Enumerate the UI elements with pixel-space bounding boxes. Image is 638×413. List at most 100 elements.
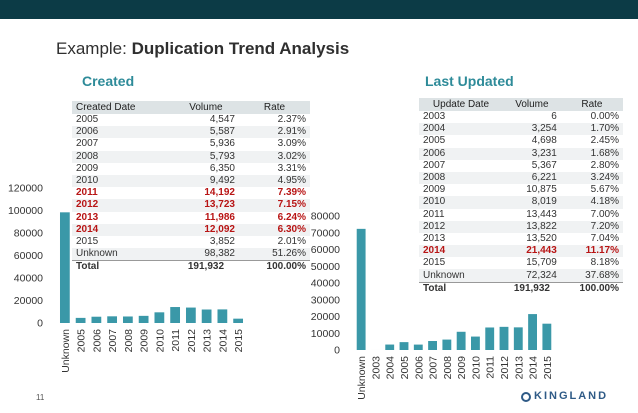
cell-label: 2011 xyxy=(423,208,445,220)
x-tick-label: 2003 xyxy=(370,356,382,380)
y-tick-label: 10000 xyxy=(311,328,340,340)
y-tick-label: 80000 xyxy=(311,211,340,223)
cell-label: Unknown xyxy=(419,269,503,283)
cell-volume: 13,723 xyxy=(172,199,239,212)
x-tick-label: 2014 xyxy=(528,356,540,380)
cell-volume: 4,547 xyxy=(209,114,235,126)
cell-volume: 9,492 xyxy=(172,174,239,188)
cell-rate: 7.15% xyxy=(238,199,310,212)
x-tick-label: 2008 xyxy=(123,329,135,353)
table-row: Unknown 98,382 51.26% xyxy=(72,248,310,261)
cell-rate: 51.26% xyxy=(238,248,310,261)
y-tick-label: 40000 xyxy=(14,273,43,285)
bar xyxy=(185,307,196,323)
y-tick-label: 20000 xyxy=(311,311,340,323)
bar xyxy=(542,323,552,350)
table-row: 2010 8,019 4.18% xyxy=(419,196,623,209)
cell-volume: 6,221 xyxy=(503,171,561,185)
created-bar-chart: 0 20000 40000 60000 80000 100000 120000 Unknown… xyxy=(8,183,245,373)
y-tick-label: 70000 xyxy=(311,227,340,239)
cell-label: 2006 xyxy=(72,126,173,139)
y-tick-label: 120000 xyxy=(8,183,43,195)
cell-volume: 5,936 xyxy=(209,138,235,150)
cell-label: 2007 xyxy=(76,138,99,150)
table-row: 2003 6 0.00% xyxy=(419,111,623,123)
table-header-row: Created Date Volume Rate xyxy=(72,101,310,114)
x-tick-label: 2006 xyxy=(91,329,103,353)
cell-volume: 13,520 xyxy=(526,232,557,244)
bar xyxy=(170,307,181,323)
cell-rate: 7.39% xyxy=(277,187,306,199)
cell-volume: 14,192 xyxy=(204,187,235,199)
cell-volume: 5,793 xyxy=(172,150,239,163)
x-tick-label: 2015 xyxy=(542,356,554,380)
cell-rate: 2.80% xyxy=(590,159,619,171)
cell-rate: 0.00% xyxy=(590,111,619,123)
table-row: 2007 5,367 2.80% xyxy=(419,160,623,172)
x-tick-label: 2010 xyxy=(470,356,482,380)
table-row: 2006 5,587 2.91% xyxy=(72,126,310,139)
x-tick-label: 2007 xyxy=(428,356,440,380)
y-tick-label: 20000 xyxy=(14,295,43,307)
cell-rate: 3.09% xyxy=(277,138,306,150)
bar xyxy=(456,331,466,350)
table-row: Unknown 72,324 37.68% xyxy=(419,269,623,283)
x-tick-label: 2014 xyxy=(217,329,229,353)
table-row: 2015 15,709 8.18% xyxy=(419,257,623,269)
table-row: 2008 6,221 3.24% xyxy=(419,171,623,185)
last-updated-table: Update Date Volume Rate 2003 6 0.00% 2004 3,… xyxy=(419,98,623,295)
slide-title: Example: Duplication Trend Analysis xyxy=(56,39,349,59)
cell-volume: 3,254 xyxy=(503,123,561,136)
x-tick-label: Unknown xyxy=(60,329,72,373)
cell-label: 2009 xyxy=(76,162,99,174)
y-tick-label: 0 xyxy=(334,345,340,357)
bar xyxy=(122,316,133,323)
bar xyxy=(471,336,480,350)
total-row: Total 191,932 100.00% xyxy=(419,281,623,295)
cell-rate: 2.45% xyxy=(590,135,619,147)
created-heading: Created xyxy=(82,73,135,89)
cell-volume: 72,324 xyxy=(503,269,561,283)
x-tick-label: 2013 xyxy=(202,329,214,353)
bar xyxy=(75,317,86,323)
y-tick-label: 80000 xyxy=(14,228,43,240)
table-row: 2012 13,822 7.20% xyxy=(419,220,623,233)
cell-label: 2010 xyxy=(72,174,173,188)
cell-rate: 3.31% xyxy=(277,162,306,174)
cell-rate: 4.18% xyxy=(560,196,623,209)
cell-rate: 1.68% xyxy=(560,147,623,160)
created-table: Created Date Volume Rate 2005 4,547 2.37% 2… xyxy=(72,101,310,274)
table-row: 2011 13,443 7.00% xyxy=(419,209,623,221)
cell-label: 2007 xyxy=(423,159,446,171)
cell-label: 2010 xyxy=(419,196,503,209)
bar xyxy=(399,342,409,350)
cell-volume: 4,698 xyxy=(531,135,557,147)
table-row: 2007 5,936 3.09% xyxy=(72,138,310,150)
bar xyxy=(513,327,523,350)
cell-volume: 3,852 xyxy=(209,235,235,247)
bar xyxy=(528,314,537,350)
cell-rate: 2.37% xyxy=(277,114,306,126)
cell-volume: 8,019 xyxy=(503,196,561,209)
x-tick-label: 2015 xyxy=(233,329,245,353)
cell-rate: 7.00% xyxy=(590,208,619,220)
x-tick-label: 2011 xyxy=(485,356,497,379)
total-label: Total xyxy=(72,260,173,274)
cell-volume: 5,587 xyxy=(172,126,239,139)
total-row: Total 191,932 100.00% xyxy=(72,260,310,274)
cell-rate: 7.04% xyxy=(590,232,619,244)
table-row: 2005 4,547 2.37% xyxy=(72,114,310,126)
bar xyxy=(138,315,149,323)
cell-rate: 6.24% xyxy=(277,211,306,223)
bar xyxy=(107,316,118,323)
cell-label: 2014 xyxy=(72,223,173,236)
y-tick-label: 60000 xyxy=(14,250,43,262)
cell-volume: 11,986 xyxy=(204,211,235,223)
x-tick-label: 2005 xyxy=(76,329,88,353)
cell-label: 2006 xyxy=(419,147,503,160)
bar xyxy=(385,344,395,350)
logo-text: KINGLAND xyxy=(534,390,609,402)
table-row: 2005 4,698 2.45% xyxy=(419,135,623,147)
cell-volume: 98,382 xyxy=(172,248,239,261)
cell-label: 2009 xyxy=(423,184,446,196)
